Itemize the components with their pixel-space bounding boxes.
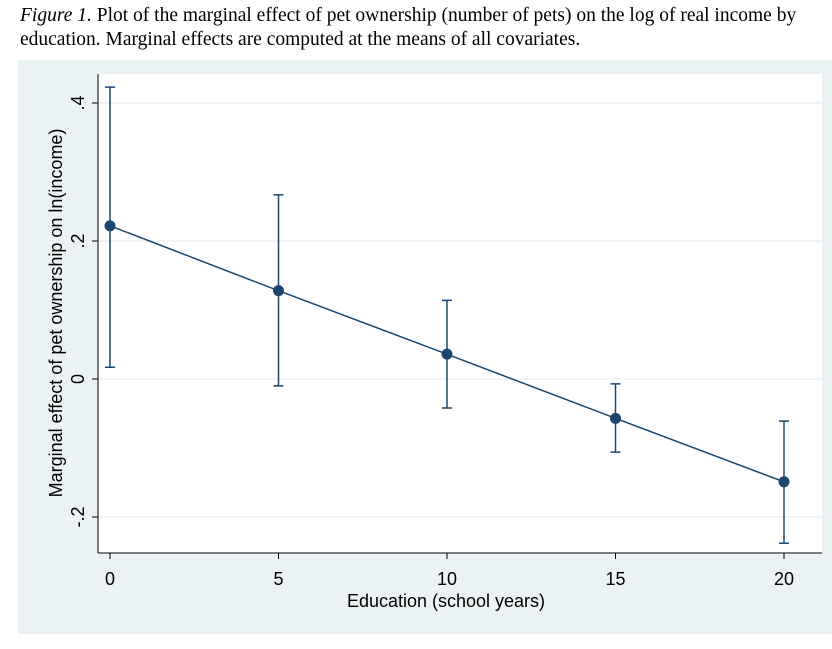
effect-point: [273, 285, 284, 297]
y-axis-label: Marginal effect of pet ownership on ln(i…: [46, 129, 66, 498]
y-tick-label: 0: [68, 374, 88, 384]
y-tick-label: .2: [68, 233, 88, 248]
figure-caption: Figure 1. Plot of the marginal effect of…: [20, 4, 830, 52]
figure-label: Figure 1.: [20, 5, 92, 26]
caption-text: Plot of the marginal effect of pet owner…: [20, 5, 797, 50]
y-tick-label: .4: [68, 95, 88, 110]
x-tick-label: 20: [774, 569, 794, 589]
plot-area: [98, 74, 822, 553]
effect-point: [104, 220, 116, 232]
x-tick-label: 15: [605, 569, 625, 589]
effect-point: [610, 412, 621, 424]
y-tick-label: -.2: [68, 506, 88, 527]
x-tick-label: 10: [437, 569, 457, 589]
effect-point: [778, 476, 790, 488]
x-axis-label: Education (school years): [347, 591, 545, 611]
x-tick-label: 0: [105, 569, 115, 589]
x-tick-label: 5: [273, 569, 283, 589]
effect-point: [441, 348, 453, 360]
